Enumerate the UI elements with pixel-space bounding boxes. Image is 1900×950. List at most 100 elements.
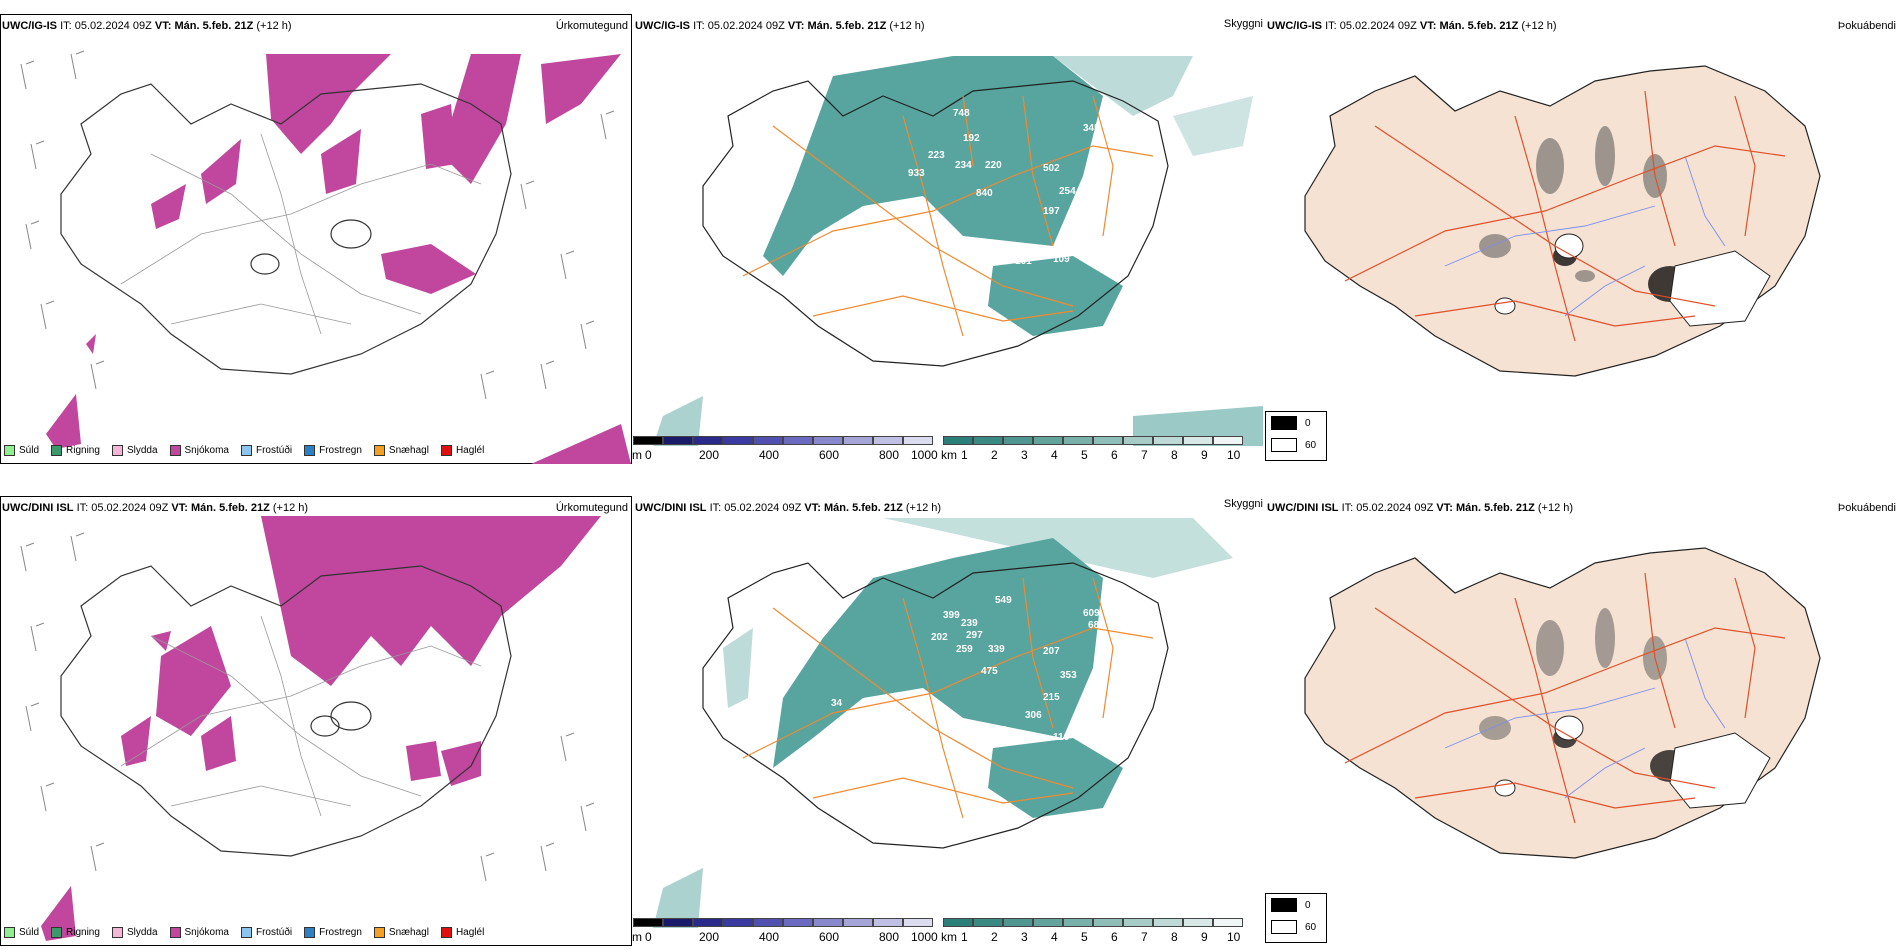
vt-label: VT: bbox=[171, 502, 188, 514]
vis-label: 34 bbox=[831, 698, 843, 709]
colorbar-km bbox=[943, 436, 1263, 445]
scale-tick: 3 bbox=[1021, 448, 1028, 462]
visibility-panel-row2: UWC/DINI ISL IT: 05.02.2024 09Z VT: Mán.… bbox=[632, 496, 1263, 946]
road-network bbox=[742, 577, 1154, 819]
haze-label: 60 bbox=[1305, 921, 1317, 933]
vt-value: Mán. 5.feb. 21Z bbox=[174, 20, 254, 32]
fog-panel-row2: UWC/DINI ISL IT: 05.02.2024 09Z VT: Mán.… bbox=[1265, 496, 1900, 916]
colorbar-m bbox=[633, 918, 939, 927]
legend-label: Frostregn bbox=[319, 927, 362, 938]
it-label: IT: bbox=[60, 20, 72, 32]
scale-tick: 1 bbox=[961, 930, 968, 944]
it-value: 05.02.2024 09Z bbox=[91, 502, 169, 514]
model-name: UWC/DINI ISL bbox=[1267, 502, 1339, 514]
scale-unit: km bbox=[941, 930, 957, 944]
snow-areas bbox=[46, 54, 631, 464]
it-label: IT: bbox=[693, 20, 705, 32]
scale-tick: 600 bbox=[819, 930, 840, 944]
vis-label: 367 bbox=[990, 246, 1007, 257]
vis-label: 306 bbox=[1025, 710, 1042, 721]
colorbar-cell bbox=[943, 918, 973, 927]
legend-item: Frostregn bbox=[304, 927, 362, 938]
vt-value: Mán. 5.feb. 21Z bbox=[823, 502, 903, 514]
scale-tick: 800 bbox=[879, 930, 900, 944]
panel-header: UWC/IG-IS IT: 05.02.2024 09Z VT: Mán. 5.… bbox=[1267, 20, 1557, 32]
it-label: IT: bbox=[1341, 502, 1354, 514]
colorbar-cell bbox=[843, 918, 873, 927]
haze-legend-item: 0 bbox=[1266, 412, 1326, 434]
haze-legend-item: 60 bbox=[1266, 916, 1326, 938]
scale-tick: 1 bbox=[961, 448, 968, 462]
scale-unit: m bbox=[632, 930, 642, 944]
vis-label: 21 bbox=[1109, 712, 1121, 723]
colorbar-cell bbox=[753, 918, 783, 927]
legend-label: Frostúði bbox=[255, 445, 293, 456]
legend-label: Snjókoma bbox=[184, 927, 229, 938]
haze-swatch bbox=[1271, 416, 1297, 430]
colorbar-cell bbox=[903, 436, 933, 445]
legend-item: Frostúði bbox=[240, 927, 292, 938]
scale-tick: 0 bbox=[645, 448, 652, 462]
colorbar-cell bbox=[1123, 436, 1153, 445]
precip-map bbox=[20, 516, 601, 941]
it-value: 05.02.2024 09Z bbox=[707, 20, 785, 32]
colorbar-cell bbox=[1123, 918, 1153, 927]
river-network bbox=[1444, 155, 1726, 317]
vis-label: 77 bbox=[1138, 140, 1150, 151]
visibility-value-labels: 399 549 609 239 687 202 297 78 259 339 2… bbox=[831, 595, 1153, 746]
legend-swatch bbox=[373, 445, 385, 456]
river-network bbox=[1444, 637, 1726, 799]
iceland-outline bbox=[702, 80, 1169, 367]
legend-item: Frostúði bbox=[240, 445, 293, 456]
colorbar-m bbox=[633, 436, 939, 445]
legend-item: Snjókoma bbox=[169, 927, 229, 938]
legend-label: Snjókoma bbox=[184, 445, 229, 456]
vis-label: 502 bbox=[1043, 163, 1060, 174]
visibility-map: 399 549 609 239 687 202 297 78 259 339 2… bbox=[653, 518, 1233, 928]
model-name: UWC/IG-IS bbox=[1267, 20, 1322, 32]
vis-label: 475 bbox=[981, 666, 998, 677]
legend-swatch bbox=[4, 445, 15, 456]
legend-swatch bbox=[51, 927, 63, 938]
scale-tick: 200 bbox=[699, 930, 720, 944]
glacier-white bbox=[1494, 233, 1771, 327]
colorbar-cell bbox=[753, 436, 783, 445]
legend-label: Snæhagl bbox=[388, 927, 429, 938]
scale-tick: 5 bbox=[1081, 930, 1088, 944]
vt-value: Mán. 5.feb. 21Z bbox=[190, 502, 270, 514]
road-network bbox=[1344, 572, 1786, 824]
legend-label: Snæhagl bbox=[388, 445, 429, 456]
scale-tick: 6 bbox=[1111, 448, 1118, 462]
vis-label: 234 bbox=[955, 160, 972, 171]
lead-time: (+12 h) bbox=[905, 502, 942, 514]
vt-value: Mán. 5.feb. 21Z bbox=[1439, 20, 1519, 32]
legend-item: Súld bbox=[4, 927, 39, 938]
visibility-scale-m: m 0 200 400 600 800 1000 bbox=[632, 918, 939, 946]
vis-label: 687 bbox=[1088, 620, 1105, 631]
haze-swatch bbox=[1271, 438, 1297, 452]
vis-label: 339 bbox=[988, 644, 1005, 655]
colorbar-cell bbox=[813, 436, 843, 445]
vis-label: 227 bbox=[895, 710, 912, 721]
vis-label: 399 bbox=[943, 610, 960, 621]
vis-label: 207 bbox=[1043, 646, 1060, 657]
legend-label: Súld bbox=[19, 927, 40, 938]
legend-label: Frostregn bbox=[319, 445, 362, 456]
haze-legend-item: 0 bbox=[1266, 894, 1326, 916]
vis-label: 05 bbox=[995, 725, 1007, 736]
colorbar-cell bbox=[843, 436, 873, 445]
colorbar-cell bbox=[1033, 436, 1063, 445]
colorbar-cell bbox=[1003, 918, 1033, 927]
vis-label: 254 bbox=[1059, 186, 1076, 197]
legend-label: Haglél bbox=[455, 445, 485, 456]
lead-time: (+12 h) bbox=[889, 20, 925, 32]
legend-swatch bbox=[240, 927, 252, 938]
legend-item: Snæhagl bbox=[373, 445, 429, 456]
glacier-white bbox=[1494, 715, 1771, 809]
it-label: IT: bbox=[1325, 20, 1337, 32]
legend-item: Snjókoma bbox=[169, 445, 229, 456]
vis-label: 840 bbox=[976, 188, 993, 199]
scale-tick: 10 bbox=[1227, 448, 1241, 462]
legend-label: Slydda bbox=[126, 927, 158, 938]
vis-label: 215 bbox=[1043, 692, 1060, 703]
